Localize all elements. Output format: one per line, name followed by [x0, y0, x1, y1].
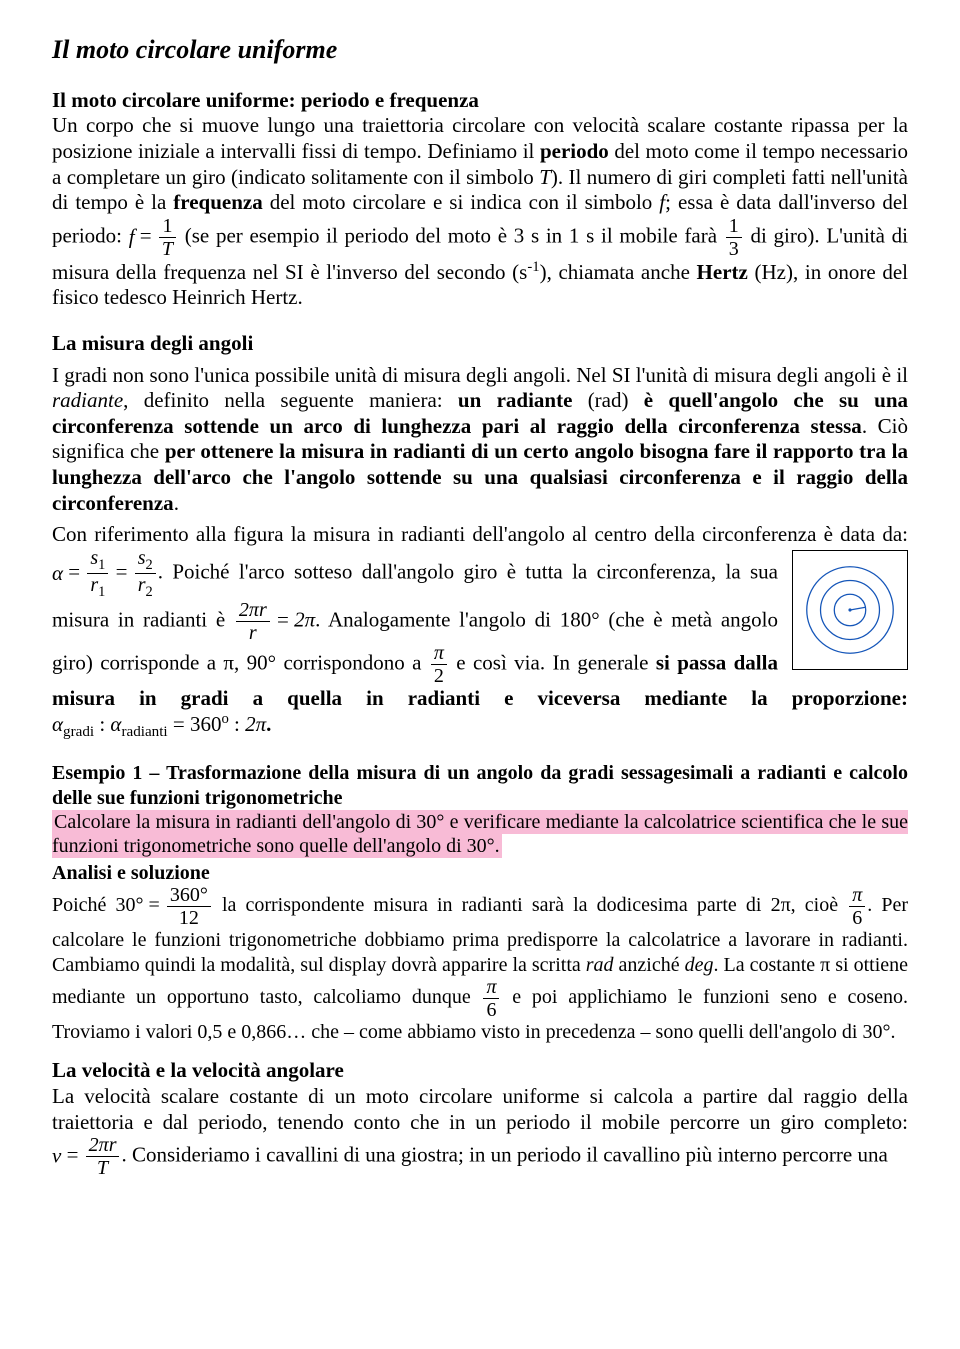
- alpha: α: [52, 561, 63, 585]
- two-pi: 2π: [294, 607, 315, 631]
- example1: Esempio 1 – Trasformazione della misura …: [52, 761, 908, 1044]
- text: (rad): [572, 388, 643, 412]
- eq-v-2pir-T: v = 2πr T: [52, 1135, 121, 1178]
- frac-den: r1: [87, 574, 108, 599]
- text: La velocità scalare costante di un moto …: [52, 1084, 908, 1134]
- thirty: 30°: [116, 894, 144, 916]
- text: Con riferimento alla figura la misura in…: [52, 522, 908, 546]
- section1-heading: Il moto circolare uniforme: periodo e fr…: [52, 88, 479, 112]
- kw-hertz: Hertz: [697, 260, 748, 284]
- frac-2pir-T: 2πr T: [86, 1135, 120, 1178]
- alpha-gradi: αgradi: [52, 712, 94, 736]
- analisi-heading: Analisi e soluzione: [52, 861, 908, 885]
- text: .: [174, 491, 179, 515]
- example1-body: Poiché 30° = 360° 12 la corrispondente m…: [52, 885, 908, 1044]
- bold-rule: per ottenere la misura in radianti di un…: [52, 439, 908, 514]
- frac-num: π: [483, 977, 499, 999]
- frac-den: 12: [167, 907, 211, 928]
- frac-den: r2: [135, 574, 156, 599]
- colon: :: [99, 712, 105, 736]
- frac-num: s1: [87, 548, 108, 574]
- frac-den: T: [86, 1157, 120, 1178]
- rhs2: 2π: [245, 712, 266, 736]
- eq-30-360-12: 30° = 360° 12: [116, 885, 213, 928]
- bold-un-radiante: un radiante: [458, 388, 572, 412]
- frac-num: π: [849, 885, 865, 907]
- example1-highlight: Calcolare la misura in radianti dell'ang…: [52, 810, 908, 858]
- page-title: Il moto circolare uniforme: [52, 34, 908, 66]
- frac-1-T: 1 T: [159, 216, 176, 259]
- frac-s1-r1: s1 r1: [87, 548, 108, 600]
- eq-2pir-r: 2πr r = 2π: [234, 600, 315, 643]
- eq-sign: =: [149, 894, 160, 916]
- text: (se per esempio il periodo del moto è 3 …: [185, 223, 724, 247]
- text: , definito nella seguente maniera:: [123, 388, 458, 412]
- eq-sign: =: [140, 223, 152, 247]
- rad: rad: [586, 954, 614, 976]
- section3-heading: La velocità e la velocità angolare: [52, 1058, 344, 1082]
- eq-alpha-ratios: α = s1 r1 = s2 r2: [52, 548, 158, 600]
- concentric-circles-figure: [792, 550, 908, 670]
- page: Il moto circolare uniforme Il moto circo…: [0, 0, 960, 1349]
- section3: La velocità e la velocità angolare La ve…: [52, 1058, 908, 1178]
- example1-title: Esempio 1 – Trasformazione della misura …: [52, 761, 908, 810]
- text: ).: [551, 165, 563, 189]
- frac-num: s2: [135, 548, 156, 574]
- frac-pi-6: π 6: [849, 885, 865, 928]
- section2-body1: I gradi non sono l'unica possibile unità…: [52, 363, 908, 517]
- frac-den: 6: [483, 999, 499, 1020]
- colon: :: [234, 712, 240, 736]
- sup-neg1: -1: [527, 259, 539, 275]
- frac-den: 3: [726, 238, 742, 259]
- frac-den: 2: [431, 665, 447, 686]
- section2-body2: Con riferimento alla figura la misura in…: [52, 522, 908, 741]
- text: la corrispondente misura in radianti sar…: [222, 894, 847, 916]
- text: I gradi non sono l'unica possibile unità…: [52, 363, 908, 387]
- frac-num: 2πr: [86, 1135, 120, 1157]
- frac-s2-r2: s2 r2: [135, 548, 156, 600]
- eq-sign: =: [277, 607, 289, 631]
- text: . Consideriamo i cavallini di una giostr…: [121, 1143, 887, 1167]
- text: del moto circolare e si indica con il si…: [263, 190, 660, 214]
- frac-num: 1: [726, 216, 742, 238]
- section2-heading: La misura degli angoli: [52, 331, 253, 355]
- kw-radiante: radiante: [52, 388, 123, 412]
- text: Poiché: [52, 894, 116, 916]
- circles-svg: [793, 551, 907, 669]
- frac-den: r: [236, 622, 270, 643]
- eq-sign: =: [116, 560, 128, 584]
- frac-pi-2: π 2: [431, 643, 447, 686]
- text: e così via. In generale: [449, 650, 656, 674]
- kw-frequenza: frequenza: [173, 190, 262, 214]
- eq-f-1-T: f = 1 T: [129, 216, 178, 259]
- prop-dot: .: [266, 712, 271, 736]
- section-intro: Il moto circolare uniforme: periodo e fr…: [52, 88, 908, 311]
- frac-num: 1: [159, 216, 176, 238]
- frac-num: 2πr: [236, 600, 270, 622]
- frac-pi-6-b: π 6: [483, 977, 499, 1020]
- eq-lhs: f: [129, 224, 135, 248]
- eq-proportion: αgradi : αradianti = 360o : 2π: [52, 711, 266, 741]
- rhs1: 360o: [190, 712, 229, 736]
- frac-den: 6: [849, 907, 865, 928]
- kw-periodo: periodo: [540, 139, 609, 163]
- eq-sign: =: [173, 712, 185, 736]
- section2-heading-line: La misura degli angoli: [52, 331, 908, 357]
- frac-den: T: [159, 238, 176, 259]
- eq-sign: =: [67, 1143, 79, 1167]
- text: anziché: [614, 954, 685, 976]
- frac-2pir-r: 2πr r: [236, 600, 270, 643]
- deg: deg: [685, 954, 714, 976]
- sym-T: T: [539, 165, 551, 189]
- alpha-radianti: αradianti: [110, 712, 167, 736]
- v: v: [52, 1144, 61, 1168]
- frac-1-3: 1 3: [726, 216, 742, 259]
- frac-num: 360°: [167, 885, 211, 907]
- frac-num: π: [431, 643, 447, 665]
- frac-360-12: 360° 12: [167, 885, 211, 928]
- text: ), chiamata anche: [540, 260, 697, 284]
- eq-sign: =: [68, 560, 80, 584]
